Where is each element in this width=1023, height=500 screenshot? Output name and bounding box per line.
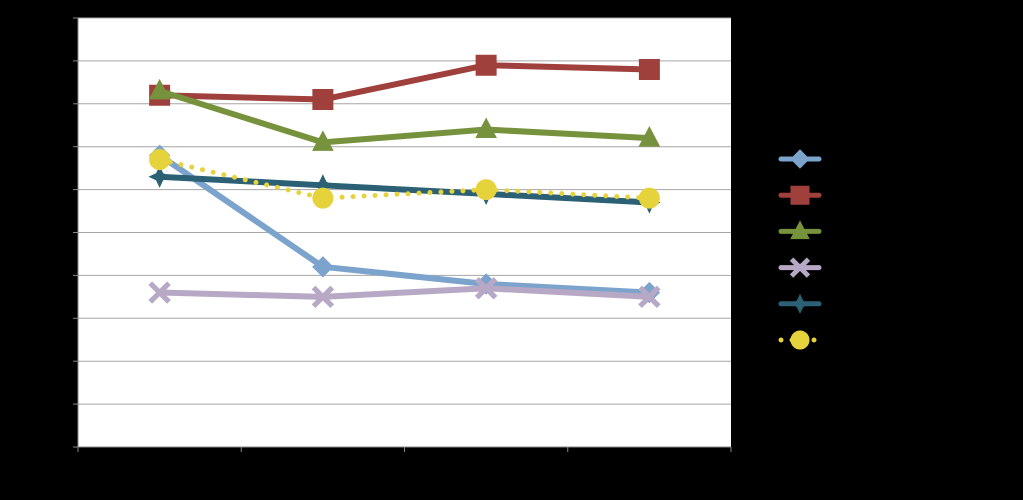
point-marker bbox=[474, 277, 498, 300]
series-line bbox=[156, 87, 653, 146]
series-line bbox=[156, 62, 653, 103]
series-line bbox=[156, 285, 653, 300]
point-marker bbox=[638, 285, 661, 309]
legend-marker bbox=[790, 220, 810, 240]
point-marker bbox=[312, 187, 334, 209]
point-marker bbox=[475, 179, 497, 201]
point-marker bbox=[475, 54, 497, 76]
point-marker bbox=[312, 256, 334, 278]
point-marker bbox=[148, 165, 171, 188]
legend-marker bbox=[790, 330, 810, 350]
point-marker bbox=[638, 58, 660, 80]
legend-marker bbox=[789, 257, 811, 278]
point-marker bbox=[148, 281, 171, 304]
legend-marker bbox=[789, 293, 811, 314]
point-marker bbox=[638, 187, 660, 209]
point-marker bbox=[148, 78, 171, 100]
series-line bbox=[156, 152, 653, 296]
legend-marker bbox=[790, 149, 810, 169]
point-marker bbox=[311, 285, 335, 309]
point-marker bbox=[475, 117, 497, 139]
point-marker bbox=[312, 130, 334, 151]
series-line bbox=[156, 173, 653, 206]
point-marker bbox=[312, 89, 334, 111]
legend-marker bbox=[790, 185, 810, 205]
point-marker bbox=[638, 126, 661, 147]
point-marker bbox=[149, 149, 171, 171]
